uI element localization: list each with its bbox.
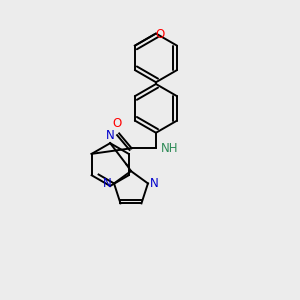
Text: N: N	[150, 177, 159, 190]
Text: N: N	[106, 129, 115, 142]
Text: O: O	[112, 117, 122, 130]
Text: O: O	[156, 28, 165, 41]
Text: N: N	[103, 177, 112, 190]
Text: NH: NH	[161, 142, 179, 155]
